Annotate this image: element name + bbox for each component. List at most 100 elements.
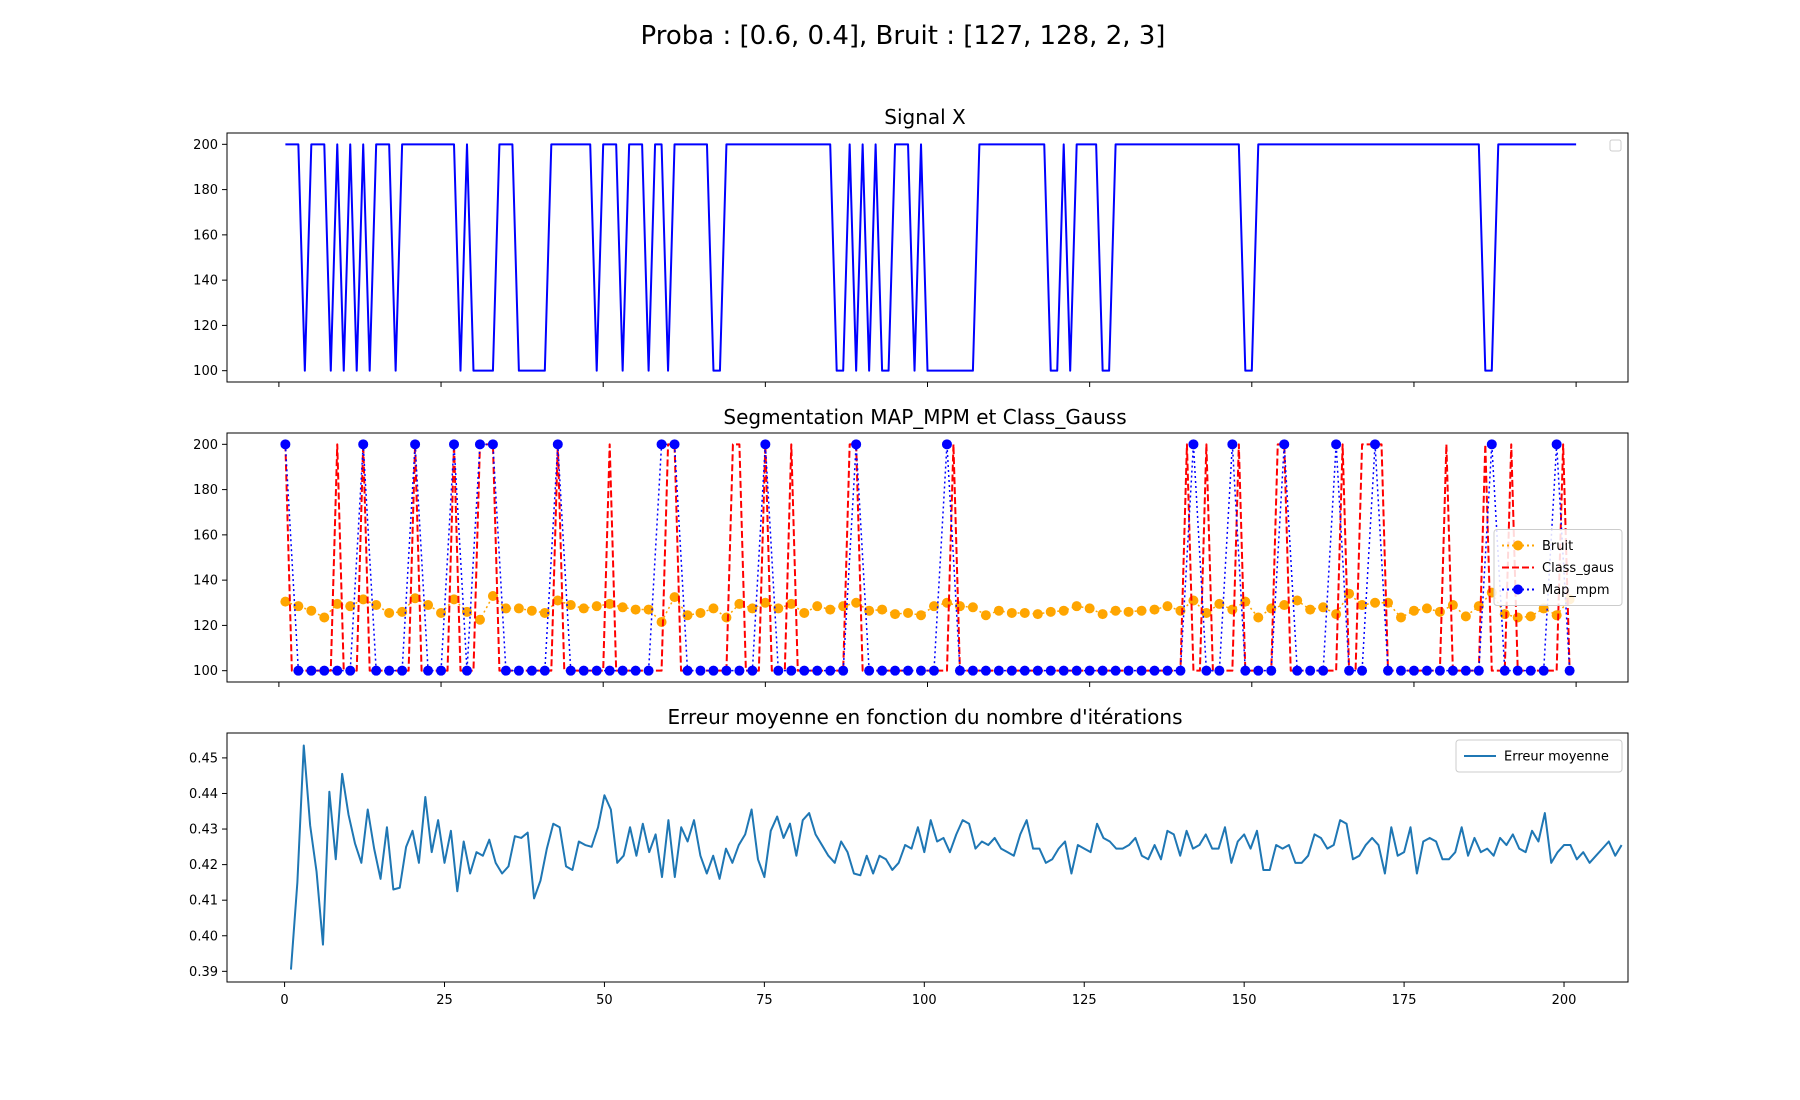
bruit-marker bbox=[773, 603, 784, 614]
bruit-marker bbox=[630, 604, 641, 615]
y-tick-label: 200 bbox=[193, 138, 218, 153]
map-mpm-marker bbox=[825, 665, 836, 676]
bruit-marker bbox=[916, 610, 927, 621]
legend-marker bbox=[1513, 584, 1523, 595]
x-tick-label: 150 bbox=[1232, 993, 1257, 1008]
map-mpm-marker bbox=[890, 665, 901, 676]
x-tick-label: 175 bbox=[1392, 993, 1417, 1008]
map-mpm-marker bbox=[1175, 665, 1186, 676]
map-mpm-marker bbox=[1097, 665, 1108, 676]
bruit-marker bbox=[941, 597, 952, 608]
map-mpm-marker bbox=[1434, 665, 1445, 676]
bruit-marker bbox=[643, 604, 654, 615]
map-mpm-marker bbox=[954, 665, 965, 676]
bruit-marker bbox=[903, 607, 914, 618]
map-mpm-marker bbox=[864, 665, 875, 676]
bruit-marker bbox=[1331, 609, 1342, 620]
bruit-marker bbox=[890, 609, 901, 620]
map-mpm-marker bbox=[1071, 665, 1082, 676]
bruit-marker bbox=[1214, 598, 1225, 609]
map-mpm-marker bbox=[1305, 665, 1316, 676]
bruit-marker bbox=[1460, 611, 1471, 622]
bruit-marker bbox=[1123, 606, 1134, 617]
map-mpm-marker bbox=[916, 665, 927, 676]
map-mpm-marker bbox=[1162, 665, 1173, 676]
map-mpm-line bbox=[284, 443, 1571, 672]
y-tick-label: 100 bbox=[193, 664, 218, 679]
bruit-marker bbox=[319, 612, 330, 623]
map-mpm-marker bbox=[1058, 665, 1069, 676]
bruit-marker bbox=[449, 594, 460, 605]
bruit-marker bbox=[1162, 601, 1173, 612]
map-mpm-marker bbox=[773, 665, 784, 676]
bruit-marker bbox=[1149, 604, 1160, 615]
map-mpm-marker bbox=[1318, 665, 1329, 676]
map-mpm-marker bbox=[1227, 439, 1238, 450]
map-mpm-marker bbox=[604, 665, 615, 676]
bruit-marker bbox=[695, 607, 706, 618]
map-mpm-marker bbox=[306, 665, 317, 676]
bruit-marker bbox=[721, 612, 732, 623]
y-tick-label: 0.43 bbox=[189, 823, 218, 838]
bruit-marker bbox=[967, 602, 978, 613]
bruit-marker bbox=[1071, 601, 1082, 612]
map-mpm-marker bbox=[461, 665, 472, 676]
map-mpm-marker bbox=[941, 439, 952, 450]
bruit-marker bbox=[436, 607, 447, 618]
map-mpm-marker bbox=[591, 665, 602, 676]
legend-box bbox=[1493, 529, 1623, 606]
erreur-moyenne-line bbox=[289, 744, 1623, 970]
bruit-marker bbox=[1292, 595, 1303, 606]
bruit-marker bbox=[928, 601, 939, 612]
map-mpm-marker bbox=[552, 439, 563, 450]
map-mpm-marker bbox=[656, 439, 667, 450]
bruit-marker bbox=[345, 601, 356, 612]
map-mpm-marker bbox=[786, 665, 797, 676]
map-mpm-marker bbox=[384, 665, 395, 676]
map-mpm-marker bbox=[1421, 665, 1432, 676]
bruit-marker bbox=[604, 598, 615, 609]
map-mpm-marker bbox=[799, 665, 810, 676]
y-tick-label: 140 bbox=[193, 274, 218, 289]
map-mpm-marker bbox=[358, 439, 369, 450]
signal-line bbox=[285, 143, 1577, 372]
map-mpm-marker bbox=[1357, 665, 1368, 676]
map-mpm-marker bbox=[682, 665, 693, 676]
legend-box bbox=[1455, 739, 1623, 773]
y-tick-label: 120 bbox=[193, 319, 218, 334]
map-mpm-marker bbox=[1473, 665, 1484, 676]
map-mpm-marker bbox=[1006, 665, 1017, 676]
bruit-marker bbox=[734, 598, 745, 609]
map-mpm-marker bbox=[319, 665, 330, 676]
bruit-marker bbox=[526, 605, 537, 616]
map-mpm-marker bbox=[410, 439, 421, 450]
segmentation-title: Segmentation MAP_MPM et Class_Gauss bbox=[723, 405, 1126, 429]
bruit-marker bbox=[371, 600, 382, 611]
bruit-marker bbox=[1188, 595, 1199, 606]
signal-x-panel: Signal X 100 120 140 160 180 200 bbox=[193, 105, 1629, 387]
class-gaus-line bbox=[284, 443, 1577, 672]
bruit-marker bbox=[358, 594, 369, 605]
map-mpm-marker bbox=[967, 665, 978, 676]
map-mpm-marker bbox=[877, 665, 888, 676]
map-mpm-marker bbox=[643, 665, 654, 676]
bruit-marker bbox=[513, 603, 524, 614]
bruit-marker bbox=[293, 601, 304, 612]
bruit-marker bbox=[682, 610, 693, 621]
x-tick-label: 100 bbox=[912, 993, 937, 1008]
map-mpm-marker bbox=[578, 665, 589, 676]
map-mpm-marker bbox=[397, 665, 408, 676]
map-mpm-marker bbox=[1253, 665, 1264, 676]
plot-area bbox=[289, 744, 1623, 970]
map-mpm-marker bbox=[565, 665, 576, 676]
map-mpm-marker bbox=[980, 665, 991, 676]
map-mpm-marker bbox=[1149, 665, 1160, 676]
bruit-marker bbox=[669, 592, 680, 603]
bruit-marker bbox=[1019, 607, 1030, 618]
bruit-marker bbox=[1370, 597, 1381, 608]
bruit-marker bbox=[384, 607, 395, 618]
bruit-marker bbox=[565, 600, 576, 611]
bruit-marker bbox=[799, 607, 810, 618]
error-panel: Erreur moyenne en fonction du nombre d'i… bbox=[189, 705, 1629, 1008]
bruit-marker bbox=[1434, 606, 1445, 617]
